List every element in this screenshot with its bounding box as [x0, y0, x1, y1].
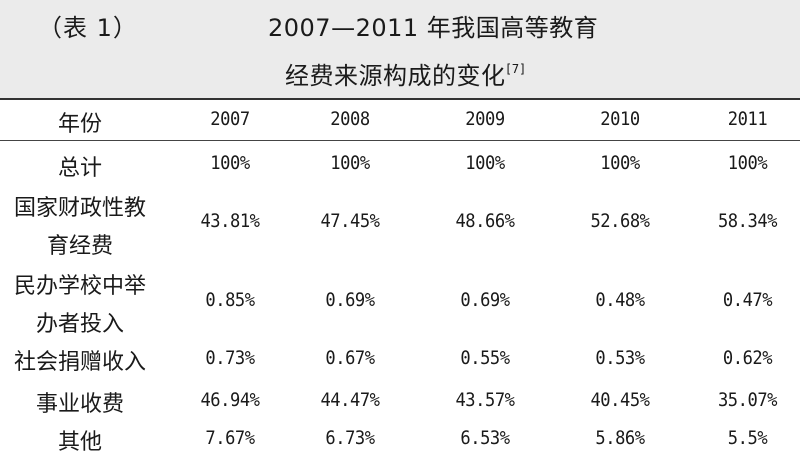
- table-cell: 47.45%: [320, 210, 380, 232]
- table-cell: 6.73%: [325, 427, 375, 449]
- table-cell: 0.73%: [205, 347, 255, 369]
- table-number: （表 1）: [38, 14, 138, 42]
- table-cell: 43.57%: [455, 389, 515, 411]
- table-cell: 48.66%: [455, 210, 515, 232]
- table-cell: 100%: [330, 152, 370, 174]
- table-cell: 0.47%: [722, 289, 773, 311]
- table-cell: 0.48%: [595, 289, 645, 311]
- table-cell: 35.07%: [717, 389, 778, 411]
- table-cell: 0.55%: [460, 347, 510, 369]
- top-rule: [0, 98, 800, 100]
- table-cell: 0.69%: [460, 289, 510, 311]
- table-cell: 5.5%: [727, 427, 768, 449]
- column-header-2010: 2010: [600, 108, 640, 130]
- row-label-private-investment-line1: 民办学校中举: [13, 274, 146, 299]
- table-cell: 44.47%: [320, 389, 380, 411]
- row-label-other: 其他: [57, 430, 102, 455]
- table-cell: 100%: [465, 152, 505, 174]
- table-cell: 0.67%: [325, 347, 375, 369]
- table-cell: 0.85%: [205, 289, 255, 311]
- table-cell: 100%: [600, 152, 640, 174]
- table-caption: （表 1） 2007—2011 年我国高等教育 经费来源构成的变化[7]: [0, 0, 800, 98]
- table-cell: 52.68%: [590, 210, 650, 232]
- table-cell: 100%: [210, 152, 250, 174]
- table-title-line1: 2007—2011 年我国高等教育: [268, 14, 599, 42]
- column-header-2009: 2009: [465, 108, 505, 130]
- header-rule: [0, 140, 800, 141]
- citation-marker: [7]: [506, 62, 525, 76]
- row-label-government-funding-line2: 育经费: [46, 234, 113, 259]
- table-cell: 6.53%: [460, 427, 510, 449]
- table-cell: 0.62%: [722, 347, 773, 369]
- column-header-2008: 2008: [330, 108, 370, 130]
- table-cell: 0.69%: [325, 289, 375, 311]
- column-header-2007: 2007: [210, 108, 250, 130]
- row-label-donations: 社会捐赠收入: [13, 350, 146, 375]
- column-header-2011: 2011: [727, 108, 768, 130]
- table-title-text: 经费来源构成的变化: [285, 62, 506, 90]
- table-cell: 0.53%: [595, 347, 645, 369]
- row-label-government-funding-line1: 国家财政性教: [13, 196, 146, 221]
- table-cell: 43.81%: [200, 210, 260, 232]
- row-label-tuition-fees: 事业收费: [35, 392, 124, 417]
- row-label-total: 总计: [57, 156, 102, 181]
- table-cell: 58.34%: [717, 210, 778, 232]
- row-label-private-investment-line2: 办者投入: [35, 312, 124, 337]
- table-cell: 7.67%: [205, 427, 255, 449]
- column-header-year: 年份: [57, 112, 102, 137]
- table-cell: 5.86%: [595, 427, 645, 449]
- table-cell: 100%: [727, 152, 768, 174]
- table-title-line2: 经费来源构成的变化[7]: [285, 56, 525, 91]
- table-cell: 46.94%: [200, 389, 260, 411]
- table-cell: 40.45%: [590, 389, 650, 411]
